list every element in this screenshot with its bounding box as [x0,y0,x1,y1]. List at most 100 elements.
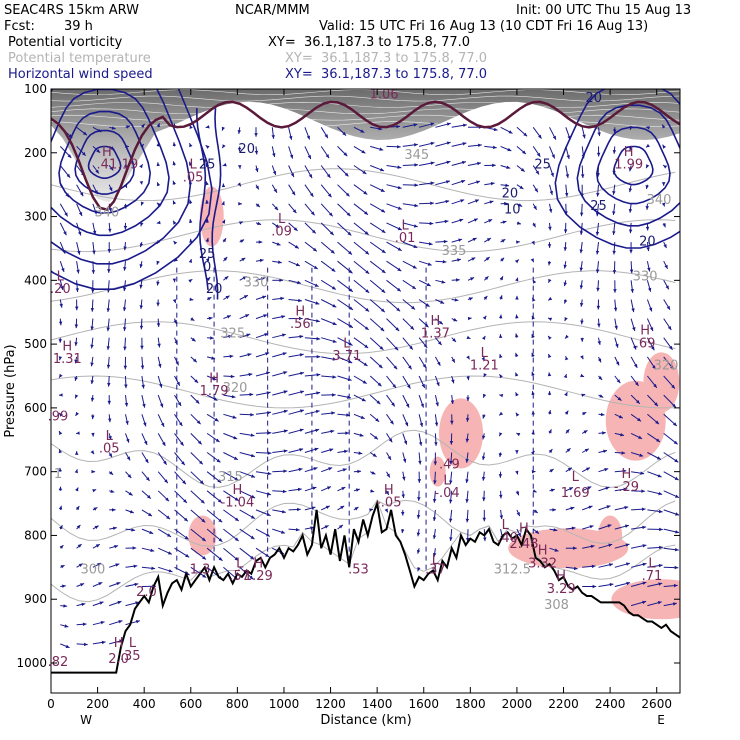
wind-vector [272,352,287,358]
wind-vector [580,318,584,325]
wind-vector [500,220,507,224]
wind-vector [90,299,95,312]
wind-vector [598,486,610,492]
wind-vector [661,202,666,207]
wind-vector [288,146,294,159]
wind-vector [272,390,288,396]
wind-vector [466,335,471,340]
wind-vector [75,280,79,293]
wind-vector [451,123,467,128]
x-tick-label: 2600 [641,697,672,711]
wind-vector [272,278,283,282]
wind-vector [646,242,650,252]
wind-vector [320,505,331,511]
pv-extremum-label: L [57,269,65,284]
wind-contour-label: 20 [586,91,603,106]
wind-vector [125,471,132,479]
wind-vector [482,414,486,419]
theta-contour-label: 320 [654,359,679,374]
wind-vector [304,467,318,473]
wind-vector [125,582,139,587]
wind-vector [661,124,666,129]
wind-vector [579,299,584,307]
wind-vector [532,222,536,228]
wind-vector [582,525,594,530]
wind-vector [304,184,314,198]
wind-vector [76,241,81,255]
wind-vector [386,184,402,190]
wind-vector [629,261,634,274]
wind-vector [238,202,242,206]
pv-extremum-label: L [502,518,510,533]
wind-vector [581,448,590,453]
wind-vector [353,356,368,367]
wind-vector [401,509,405,516]
pv-extremum-label: L [129,636,137,651]
wind-vector [92,184,99,195]
wind-vector [432,548,437,557]
wind-vector [206,394,218,401]
wind-vector [92,543,101,549]
wind-vector [402,356,413,370]
wind-vector [76,184,84,197]
wind-vector [402,337,414,350]
wind-vector [467,143,482,147]
wind-vector [123,203,128,209]
theta-contour [51,89,680,96]
wind-vector [516,165,526,172]
pv-extremum-label: -.29 [614,480,639,495]
wind-vector [75,451,79,455]
wind-vector [499,490,503,499]
wind-vector [449,433,454,445]
wind-vector [255,352,270,358]
wind-vector [614,524,630,530]
wind-contour-label: 25 [534,158,551,173]
wind-contour-label: 25 [199,158,216,173]
wind-vector [109,126,116,130]
wind-vector [595,242,600,255]
x-axis-label: Distance (km) [320,713,411,728]
wind-vector [337,413,351,417]
wind-vector [353,506,359,511]
wind-vector [353,126,365,133]
wind-vector [255,431,272,435]
y-tick-label: 400 [24,273,47,287]
pv-extremum-label: -1.04 [221,496,255,511]
wind-vector [190,509,206,523]
wind-vector [223,256,228,262]
pv-extremum-label: L [278,212,286,227]
wind-vector [76,622,87,626]
theta-contour [51,219,676,253]
wind-vector [465,509,470,523]
wind-vector [435,219,449,224]
wind-vector [418,122,435,128]
wind-vector [109,563,120,568]
wind-vector [190,394,200,404]
wind-vector [174,394,182,407]
wind-vector [288,298,302,303]
wind-vector [419,181,435,186]
wind-vector [548,409,552,415]
wind-vector [628,222,633,234]
wind-vector [369,318,385,332]
wind-vector [631,507,646,511]
wind-vector [499,314,503,319]
wind-vector [172,180,176,185]
wind-vector [139,241,144,248]
pv-extremum-label: .82 [48,655,69,670]
wind-vector [369,452,377,458]
wind-vector [401,490,405,499]
wind-vector [484,163,496,168]
pv-extremum-label: L [572,470,580,485]
wind-vector [515,295,519,300]
pv-extremum-label: L [481,346,489,361]
pv-extremum-label: H [431,314,441,329]
wind-vector [58,373,63,378]
wind-vector [271,165,277,176]
wind-vector [59,261,65,273]
wind-vector [337,505,345,511]
wind-vector [239,432,255,437]
wind-vector [157,375,163,388]
wind-vector [92,506,98,511]
wind-vector [482,433,486,440]
